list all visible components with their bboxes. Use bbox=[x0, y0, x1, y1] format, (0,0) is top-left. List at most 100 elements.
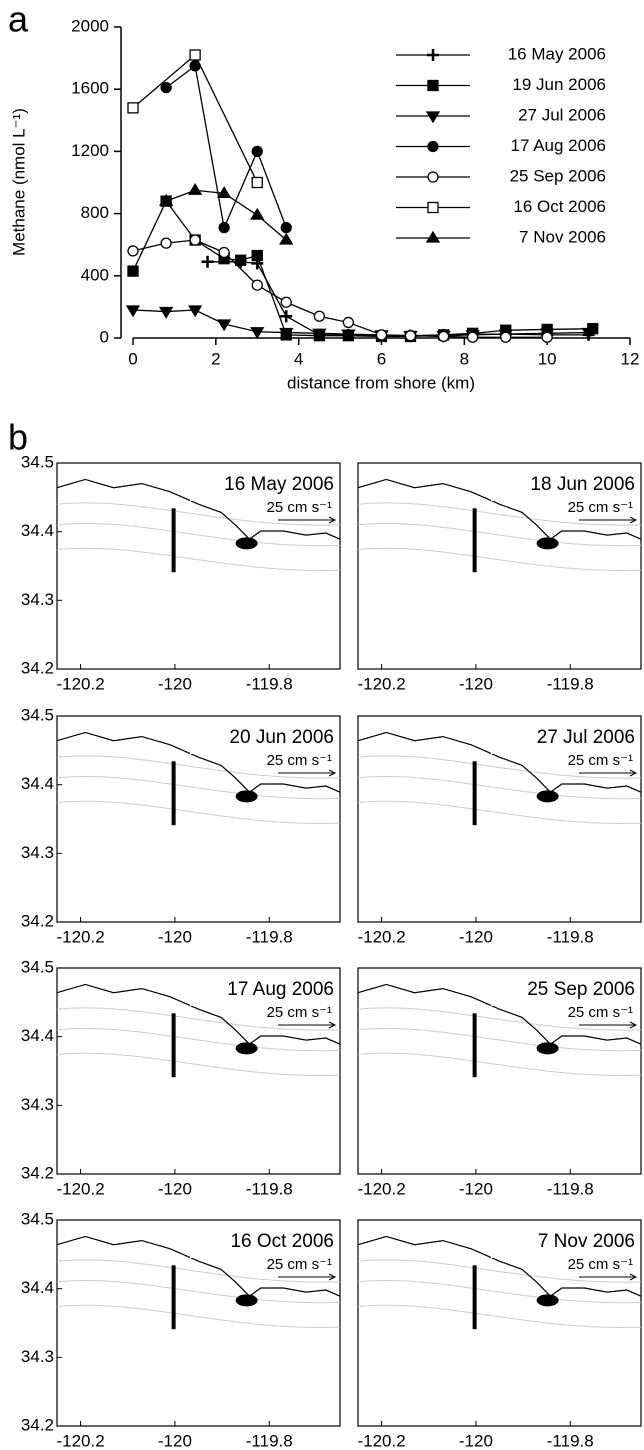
x-tick-label: -120.2 bbox=[357, 927, 405, 946]
marker bbox=[189, 49, 201, 61]
y-tick-label: 34.3 bbox=[21, 590, 54, 609]
map-title: 20 Jun 2006 bbox=[229, 727, 334, 748]
legend-label: 17 Aug 2006 bbox=[511, 136, 606, 155]
y-tick-label: 2000 bbox=[71, 16, 109, 35]
coastline bbox=[357, 1235, 642, 1298]
x-tick-label: -119.8 bbox=[246, 1431, 293, 1450]
coastline bbox=[56, 478, 341, 541]
scale-arrow bbox=[579, 1021, 638, 1029]
map-panel: 17 Aug 2006 25 cm s⁻¹ -120.2 -120 -119.8 34.2… bbox=[21, 957, 341, 1198]
coastline bbox=[357, 983, 642, 1046]
legend-marker bbox=[427, 49, 439, 61]
marker bbox=[218, 221, 230, 234]
coastline bbox=[56, 731, 341, 794]
scale-arrow bbox=[579, 1273, 638, 1281]
isobath bbox=[56, 1052, 341, 1076]
x-tick-label: -120.2 bbox=[56, 674, 104, 693]
y-tick-label: 34.3 bbox=[21, 843, 54, 862]
marker bbox=[125, 305, 141, 318]
title-bg bbox=[190, 720, 336, 754]
seep-field bbox=[536, 790, 559, 803]
scale-label: 25 cm s⁻¹ bbox=[267, 499, 332, 516]
legend-marker bbox=[427, 201, 439, 214]
marker bbox=[279, 327, 294, 340]
marker bbox=[279, 232, 294, 245]
legend-marker bbox=[427, 140, 439, 153]
x-tick-label: -120.2 bbox=[357, 1179, 405, 1198]
y-tick-label: 34.3 bbox=[21, 1095, 54, 1114]
marker bbox=[250, 327, 265, 340]
isobath bbox=[357, 1259, 642, 1283]
y-tick-label: 34.5 bbox=[21, 1209, 54, 1228]
x-tick-label: 0 bbox=[128, 349, 137, 368]
legend-label: 25 Sep 2006 bbox=[510, 166, 606, 185]
isobath bbox=[357, 1304, 642, 1328]
isobath bbox=[56, 800, 341, 824]
x-tick-label: -119.8 bbox=[547, 674, 594, 693]
isobath bbox=[357, 547, 642, 571]
isobath bbox=[56, 775, 341, 800]
x-tick-label: -120.2 bbox=[357, 674, 405, 693]
platform-line bbox=[472, 1265, 477, 1330]
marker bbox=[189, 234, 201, 246]
legend-label: 19 Jun 2006 bbox=[512, 75, 606, 94]
marker bbox=[127, 102, 139, 114]
map-panel: 18 Jun 2006 25 cm s⁻¹ -120.2 -120 -119.8 bbox=[357, 462, 642, 693]
map-panel: 16 Oct 2006 25 cm s⁻¹ -120.2 -120 -119.8 34.2… bbox=[21, 1209, 341, 1450]
x-tick-label: 10 bbox=[538, 349, 557, 368]
y-tick-label: 34.5 bbox=[21, 452, 54, 471]
series-line bbox=[132, 53, 258, 183]
x-tick-label: -120 bbox=[158, 1179, 192, 1198]
legend-label: 27 Jul 2006 bbox=[518, 105, 606, 124]
map-panel: 7 Nov 2006 25 cm s⁻¹ -120.2 -120 -119.8 bbox=[357, 1219, 642, 1450]
x-tick-label: 6 bbox=[377, 349, 386, 368]
x-axis-label: distance from shore (km) bbox=[287, 373, 475, 392]
x-tick-label: -120.2 bbox=[56, 927, 104, 946]
series-line bbox=[132, 199, 593, 338]
scale-arrow bbox=[579, 516, 638, 524]
coastline bbox=[56, 983, 341, 1046]
map-title: 16 Oct 2006 bbox=[230, 1231, 334, 1252]
seep-field bbox=[235, 1042, 258, 1055]
marker bbox=[187, 305, 203, 318]
marker bbox=[341, 329, 356, 342]
scale-arrow bbox=[579, 769, 638, 777]
marker bbox=[158, 193, 174, 206]
x-tick-label: -120 bbox=[459, 674, 493, 693]
y-tick-label: 1200 bbox=[71, 141, 109, 160]
x-tick-label: 4 bbox=[294, 349, 303, 368]
marker bbox=[437, 330, 450, 343]
isobath bbox=[56, 547, 341, 571]
marker bbox=[404, 330, 417, 342]
legend-label: 16 May 2006 bbox=[508, 44, 606, 63]
x-tick-label: -120.2 bbox=[56, 1179, 104, 1198]
x-tick-label: -120 bbox=[158, 927, 192, 946]
legend-marker bbox=[427, 171, 439, 183]
x-tick-label: -120.2 bbox=[56, 1431, 104, 1450]
x-tick-label: -120 bbox=[158, 674, 192, 693]
y-axis-label: Methane (nmol L⁻¹) bbox=[9, 108, 28, 256]
marker bbox=[250, 207, 265, 220]
x-tick-label: -120 bbox=[459, 1179, 493, 1198]
map-title: 27 Jul 2006 bbox=[537, 727, 635, 748]
title-bg bbox=[491, 720, 637, 754]
marker bbox=[466, 331, 479, 343]
marker bbox=[313, 310, 326, 322]
marker bbox=[251, 145, 263, 158]
isobath bbox=[357, 1027, 642, 1052]
series-line bbox=[132, 239, 548, 338]
y-tick-label: 34.4 bbox=[21, 521, 54, 540]
x-tick-label: -119.8 bbox=[246, 927, 293, 946]
marker bbox=[280, 296, 292, 308]
marker bbox=[216, 186, 232, 199]
marker bbox=[312, 328, 327, 341]
isobath bbox=[357, 755, 642, 779]
marker bbox=[216, 319, 232, 332]
marker bbox=[280, 221, 292, 234]
isobath bbox=[56, 1304, 341, 1328]
seep-field bbox=[235, 790, 258, 803]
coastline bbox=[56, 1235, 341, 1298]
platform-line bbox=[472, 508, 477, 573]
scale-arrow bbox=[278, 516, 337, 524]
y-tick-label: 34.5 bbox=[21, 957, 54, 976]
